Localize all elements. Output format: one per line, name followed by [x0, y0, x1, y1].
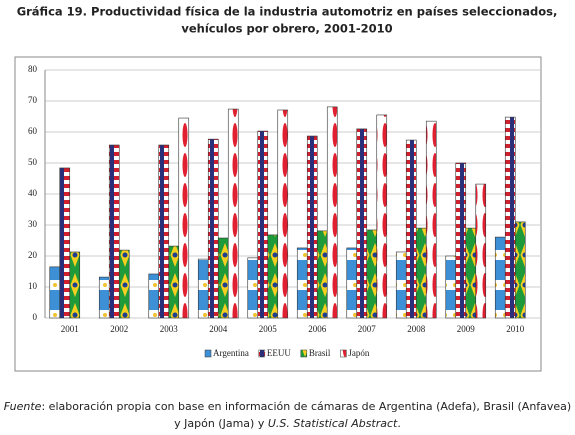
source-note: Fuente: elaboración propia con base en i… — [0, 398, 575, 432]
chart: Gráfica 19. Productividad física de la i… — [14, 5, 558, 372]
bar — [514, 221, 526, 319]
legend-label: Brasil — [309, 348, 331, 358]
bar — [158, 144, 170, 319]
y-tick-label: 50 — [28, 157, 38, 167]
legend-swatch — [204, 349, 212, 358]
source-label: Fuente — [3, 400, 42, 413]
bar — [178, 117, 190, 319]
bar — [346, 247, 358, 319]
x-tick-label: 2005 — [259, 324, 278, 334]
legend-label: Argentina — [213, 348, 249, 358]
x-tick-label: 2003 — [160, 324, 179, 334]
bar — [197, 258, 209, 319]
y-tick-label: 10 — [28, 281, 38, 291]
bar — [108, 144, 120, 319]
x-tick-label: 2004 — [209, 324, 228, 334]
bar — [227, 108, 239, 319]
x-tick-label: 2009 — [457, 324, 476, 334]
chart-subtitle: vehículos por obrero, 2001-2010 — [181, 22, 392, 36]
source-italic: U.S. Statistical Abstract — [267, 417, 398, 430]
bar — [455, 162, 467, 319]
bar — [415, 227, 427, 319]
bar — [366, 229, 378, 319]
bar — [465, 227, 477, 319]
bar — [494, 236, 506, 319]
bar — [118, 249, 130, 319]
chart-frame — [14, 56, 542, 372]
legend-swatch — [300, 349, 308, 358]
y-tick-label: 0 — [33, 312, 38, 322]
bar — [445, 255, 457, 319]
legend-label: EEUU — [267, 348, 291, 358]
bar — [247, 257, 259, 319]
bar — [306, 135, 318, 319]
x-tick-label: 2006 — [308, 324, 327, 334]
bar — [376, 114, 388, 319]
bar — [168, 245, 180, 319]
bar — [277, 109, 289, 319]
x-tick-label: 2007 — [358, 324, 377, 334]
bar — [267, 234, 279, 319]
legend-swatch — [258, 349, 266, 358]
bar — [504, 116, 516, 319]
bar — [217, 237, 229, 319]
y-tick-label: 80 — [28, 64, 38, 74]
y-tick-label: 60 — [28, 126, 38, 136]
bar — [59, 167, 71, 319]
y-tick-label: 30 — [28, 219, 38, 229]
legend-swatch — [340, 349, 347, 358]
bar — [296, 247, 308, 319]
bar — [69, 251, 81, 319]
bar — [395, 251, 407, 319]
bar — [148, 273, 160, 319]
bar — [316, 230, 328, 319]
y-tick-label: 40 — [28, 188, 38, 198]
bar — [207, 138, 219, 319]
y-tick-label: 20 — [28, 250, 38, 260]
bar — [98, 276, 110, 319]
bar — [257, 130, 269, 319]
bar — [425, 120, 437, 319]
x-tick-label: 2008 — [407, 324, 426, 334]
legend-label: Japón — [348, 348, 369, 358]
bar — [405, 139, 417, 319]
bar — [475, 183, 487, 319]
chart-title: Gráfica 19. Productividad física de la i… — [17, 5, 558, 19]
x-tick-label: 2001 — [61, 324, 79, 334]
source-text: : elaboración propia con base en informa… — [41, 400, 572, 430]
bar — [49, 266, 61, 319]
x-tick-label: 2002 — [110, 324, 128, 334]
y-tick-label: 70 — [28, 95, 38, 105]
x-tick-label: 2010 — [506, 324, 525, 334]
source-end: . — [397, 417, 401, 430]
bar — [326, 106, 338, 319]
bar — [356, 128, 368, 319]
